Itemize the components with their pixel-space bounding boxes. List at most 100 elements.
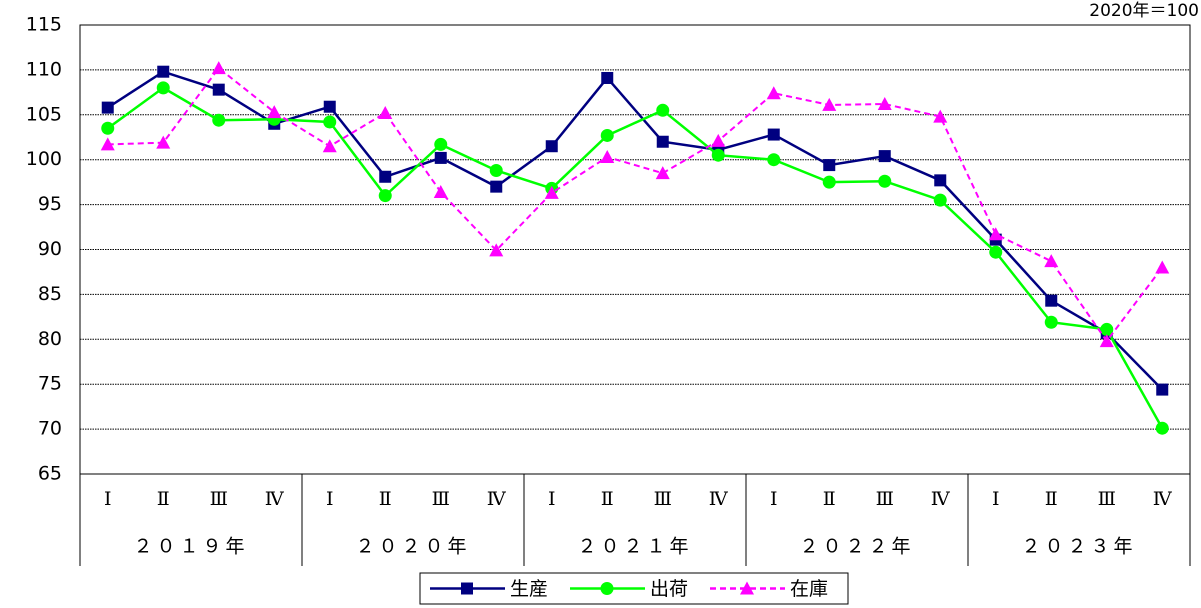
x-tick-label: Ⅰ (992, 488, 1000, 510)
marker (601, 71, 614, 84)
marker (878, 150, 891, 163)
legend-marker (461, 582, 473, 595)
marker (767, 128, 780, 141)
x-tick-label: Ⅲ (876, 488, 894, 510)
marker (822, 175, 836, 189)
marker (489, 243, 504, 257)
marker (1155, 260, 1170, 274)
marker (933, 109, 948, 123)
marker (323, 115, 337, 129)
legend-label: 出荷 (650, 578, 688, 600)
legend: 生産 出荷 在庫 (419, 572, 849, 605)
marker (656, 135, 669, 148)
marker (1100, 322, 1114, 336)
marker (101, 101, 114, 114)
marker (101, 121, 115, 135)
marker (212, 83, 225, 96)
marker (1155, 421, 1169, 435)
x-tick-label: Ⅲ (1098, 488, 1116, 510)
marker (267, 105, 282, 119)
marker (711, 133, 726, 147)
unit-note: 2020年＝100 (1089, 1, 1199, 21)
y-tick-label: 65 (38, 463, 62, 485)
x-tick-label: Ⅱ (379, 488, 392, 510)
x-tick-label: Ⅳ (931, 488, 951, 510)
y-tick-label: 90 (38, 238, 62, 260)
marker (211, 61, 226, 75)
y-tick-label: 95 (38, 193, 62, 215)
y-tick-label: 85 (38, 283, 62, 305)
x-tick-label: Ⅰ (326, 488, 334, 510)
x-tick-label: Ⅰ (770, 488, 778, 510)
marker (433, 185, 448, 199)
marker (600, 150, 615, 164)
marker (323, 100, 336, 113)
x-tick-label: Ⅳ (709, 488, 729, 510)
x-tick-label: Ⅲ (210, 488, 228, 510)
legend-marker (740, 581, 754, 595)
marker (489, 163, 503, 177)
marker (766, 86, 781, 100)
marker (711, 148, 725, 162)
marker (545, 140, 558, 153)
x-tick-label: Ⅰ (104, 488, 112, 510)
marker (600, 128, 614, 142)
y-tick-label: 70 (38, 418, 62, 440)
marker (877, 97, 892, 111)
marker (933, 193, 947, 207)
marker (1045, 294, 1058, 307)
year-label: ２０２２年 (799, 536, 914, 558)
marker (100, 137, 115, 151)
series-line (107, 86, 1164, 429)
marker (434, 137, 448, 151)
marker (1044, 254, 1059, 268)
marker (823, 159, 836, 172)
x-tick-label: Ⅳ (265, 488, 285, 510)
y-tick-label: 80 (38, 328, 62, 350)
legend-label: 在庫 (790, 578, 828, 600)
y-tick-label: 105 (26, 103, 62, 125)
marker (655, 166, 670, 180)
x-tick-label: Ⅰ (548, 488, 556, 510)
legend-label: 生産 (510, 578, 548, 600)
marker (322, 139, 337, 153)
marker (379, 170, 392, 183)
marker (156, 81, 170, 95)
x-tick-label: Ⅱ (157, 488, 170, 510)
plot-border (79, 24, 1191, 475)
year-label: ２０２３年 (1021, 536, 1136, 558)
y-tick-label: 75 (38, 373, 62, 395)
marker (378, 189, 392, 203)
series-line (107, 66, 1164, 343)
x-tick-label: Ⅳ (1153, 488, 1173, 510)
marker (156, 135, 171, 149)
marker (878, 174, 892, 188)
y-tick-label: 115 (26, 14, 62, 36)
x-tick-label: Ⅲ (432, 488, 450, 510)
y-tick-label: 100 (26, 148, 62, 170)
marker (989, 245, 1003, 259)
marker (822, 97, 837, 111)
marker (490, 180, 503, 193)
marker (1044, 315, 1058, 329)
legend-marker (600, 582, 614, 595)
marker (1099, 334, 1114, 348)
marker (988, 227, 1003, 241)
marker (1156, 383, 1169, 396)
marker (378, 106, 393, 120)
x-tick-label: Ⅲ (654, 488, 672, 510)
year-label: ２０１９年 (133, 536, 248, 558)
x-tick-label: Ⅱ (601, 488, 614, 510)
x-tick-label: Ⅱ (1045, 488, 1058, 510)
year-label: ２０２１年 (577, 536, 692, 558)
year-label: ２０２０年 (355, 536, 470, 558)
marker (767, 153, 781, 167)
y-tick-label: 110 (26, 58, 62, 80)
marker (544, 185, 559, 199)
marker (212, 113, 226, 127)
x-tick-label: Ⅳ (487, 488, 507, 510)
marker (656, 103, 670, 117)
x-tick-label: Ⅱ (823, 488, 836, 510)
